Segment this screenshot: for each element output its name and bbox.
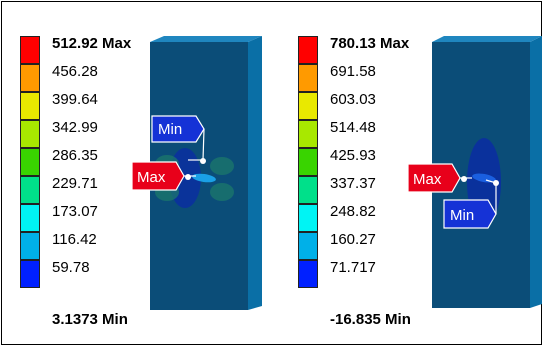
legend-label: 342.99 [52,119,98,136]
plate-model-left: Min Max [131,36,262,310]
legend-min-label: -16.835 Min [330,311,411,328]
legend-swatch [20,120,40,148]
legend-swatch [298,204,318,232]
max-tag-label: Max [137,169,166,186]
legend-swatch [20,260,40,288]
legend-label: 399.64 [52,91,98,108]
legend-swatch [298,92,318,120]
min-tag-label: Min [450,207,474,224]
legend-swatch [20,92,40,120]
legend-max-label: 780.13 Max [330,35,410,52]
legend-swatch [20,64,40,92]
legend-swatch [20,204,40,232]
legend-label: 160.27 [330,231,376,248]
max-probe-flag-right: Max [407,163,472,193]
legend-swatch [298,64,318,92]
max-tag-label: Max [413,171,442,188]
legend-label: 286.35 [52,147,98,164]
legend-swatch [298,36,318,64]
plate-model-right: Max Min [407,36,542,308]
legend-label: 603.03 [330,91,376,108]
legend-swatch [298,260,318,288]
legend-swatch [20,36,40,64]
legend-label: 425.93 [330,147,376,164]
legend-label: 173.07 [52,203,98,220]
legend-label: 337.37 [330,175,376,192]
legend-swatch [20,232,40,260]
max-probe-flag-left: Max [131,161,196,191]
legend-swatch [298,176,318,204]
legend-min-label: 3.1373 Min [52,311,128,328]
legend-label: 229.71 [52,175,98,192]
min-probe-flag-left: Min [151,115,206,164]
legend-label: 248.82 [330,203,376,220]
legend-swatch [298,232,318,260]
legend-label: 514.48 [330,119,376,136]
min-tag-label: Min [158,121,182,138]
legend-label: 59.78 [52,259,90,276]
legend-max-label: 512.92 Max [52,35,132,52]
legend-swatch [298,120,318,148]
legend-label: 71.717 [330,259,376,276]
contour-plot-left: 512.92 Max 456.28 399.64 342.99 286.35 2… [0,0,270,349]
legend-label: 456.28 [52,63,98,80]
legend-swatch [20,148,40,176]
legend-swatch [298,148,318,176]
min-probe-flag-right: Min [443,179,499,229]
contour-plot-right: 780.13 Max 691.58 603.03 514.48 425.93 3… [278,0,546,349]
legend-label: 691.58 [330,63,376,80]
legend-label: 116.42 [52,231,97,248]
legend-swatch [20,176,40,204]
